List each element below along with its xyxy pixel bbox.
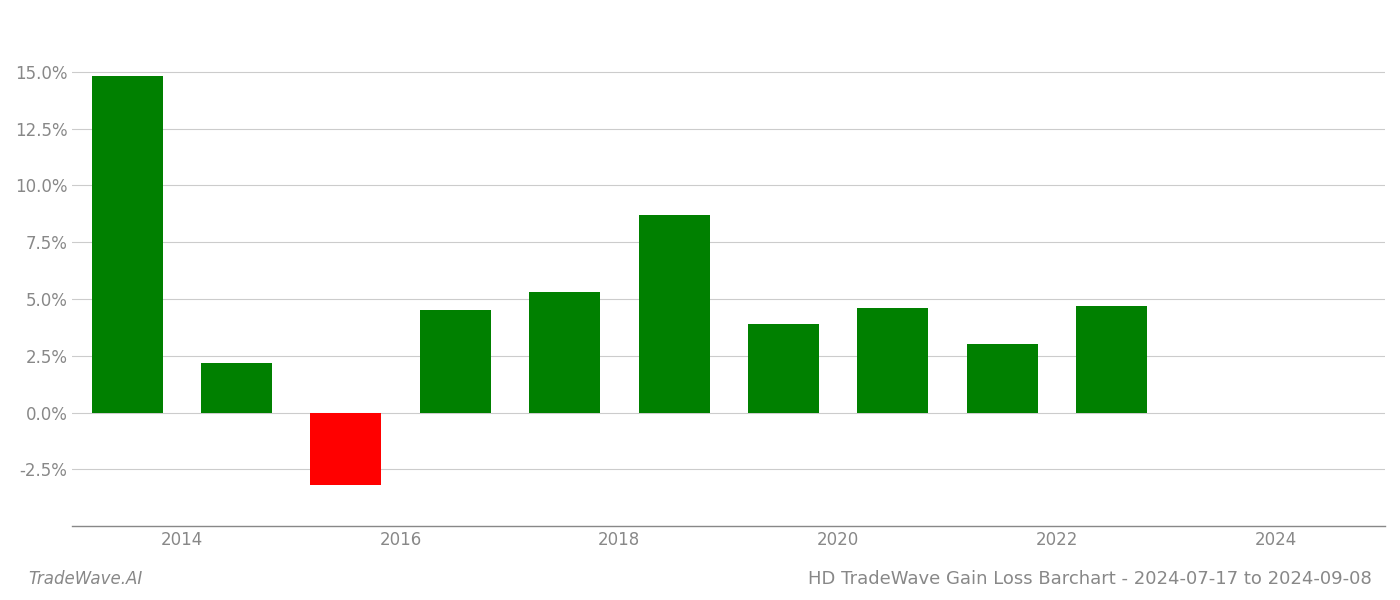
Bar [638,215,710,413]
Text: HD TradeWave Gain Loss Barchart - 2024-07-17 to 2024-09-08: HD TradeWave Gain Loss Barchart - 2024-0… [808,570,1372,588]
Bar [529,292,601,413]
Bar [857,308,928,413]
Bar [311,413,381,485]
Bar [420,310,491,413]
Bar [202,362,272,413]
Bar [91,76,162,413]
Bar [966,344,1037,413]
Bar [1077,306,1147,413]
Bar [748,324,819,413]
Text: TradeWave.AI: TradeWave.AI [28,570,143,588]
